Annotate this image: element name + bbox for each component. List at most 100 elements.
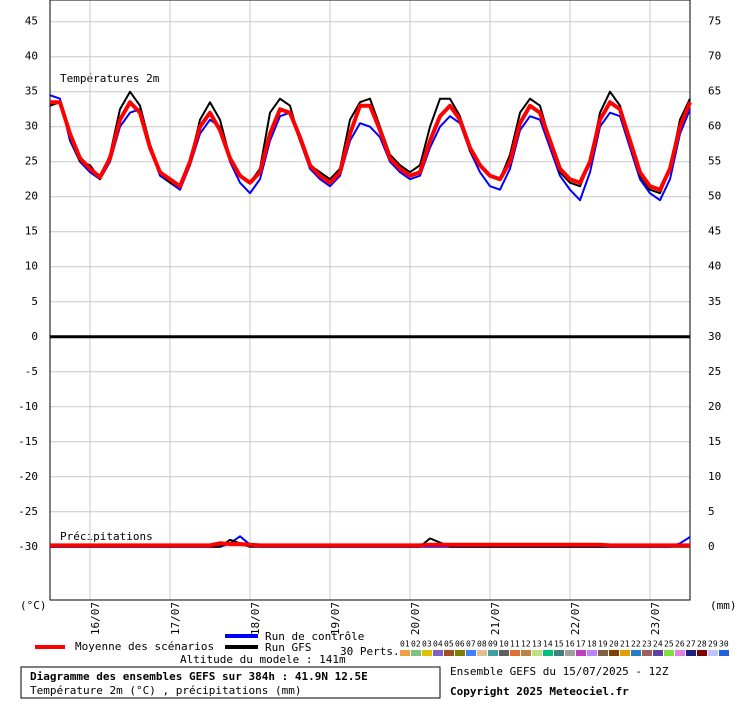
perturbation-swatch — [455, 650, 465, 656]
perturbation-swatch — [609, 650, 619, 656]
title-box — [20, 666, 441, 699]
y-tick-label: 10 — [25, 260, 38, 273]
perturbation-label: 02 — [411, 640, 421, 649]
x-tick-label: 18/07 — [249, 602, 262, 635]
perturbation-swatch — [488, 650, 498, 656]
y2-tick-label: 20 — [708, 400, 721, 413]
perturbation-label: 12 — [521, 640, 531, 649]
perturbation-label: 15 — [554, 640, 564, 649]
perturbation-swatch — [565, 650, 575, 656]
y2-tick-label: 50 — [708, 190, 721, 203]
y2-tick-label: 45 — [708, 225, 721, 238]
y2-tick-label: 55 — [708, 155, 721, 168]
perturbation-swatch — [697, 650, 707, 656]
perturbation-swatch — [620, 650, 630, 656]
y2-unit: (mm) — [710, 599, 737, 612]
plot-frame — [49, 0, 691, 601]
perturbation-swatch — [477, 650, 487, 656]
run-info: Ensemble GEFS du 15/07/2025 - 12Z — [450, 665, 669, 678]
y2-tick-label: 0 — [708, 540, 715, 553]
perturbation-swatch — [598, 650, 608, 656]
perturbation-label: 04 — [433, 640, 443, 649]
temperature-line — [50, 100, 692, 192]
legend-label: Run GFS — [265, 641, 311, 654]
perturbation-swatch — [642, 650, 652, 656]
y-tick-label: 35 — [25, 85, 38, 98]
legend-label: Run de contrôle — [265, 630, 364, 643]
y-tick-label: -15 — [18, 435, 38, 448]
perturbation-swatch — [686, 650, 696, 656]
y2-tick-label: 35 — [708, 295, 721, 308]
perturbation-label: 26 — [675, 640, 685, 649]
perturbation-swatch — [411, 650, 421, 656]
perturbation-label: 23 — [642, 640, 652, 649]
x-tick-label: 21/07 — [489, 602, 502, 635]
perturbation-label: 05 — [444, 640, 454, 649]
y-tick-label: -5 — [25, 365, 38, 378]
y2-tick-label: 5 — [708, 505, 715, 518]
perturbation-label: 13 — [532, 640, 542, 649]
perturbation-swatch — [499, 650, 509, 656]
y2-tick-label: 10 — [708, 470, 721, 483]
perturbation-swatch — [664, 650, 674, 656]
perturbation-swatch — [433, 650, 443, 656]
perturbation-label: 24 — [653, 640, 663, 649]
panel-label: Températures 2m — [60, 72, 160, 85]
y2-tick-label: 30 — [708, 330, 721, 343]
x-tick-label: 19/07 — [329, 602, 342, 635]
x-tick-label: 20/07 — [409, 602, 422, 635]
perturbation-label: 16 — [565, 640, 575, 649]
perturbation-swatch — [543, 650, 553, 656]
y2-tick-label: 75 — [708, 15, 721, 28]
perturbation-swatch — [422, 650, 432, 656]
y-tick-label: -10 — [18, 400, 38, 413]
y2-tick-label: 65 — [708, 85, 721, 98]
perturbation-label: 19 — [598, 640, 608, 649]
perturbation-label: 21 — [620, 640, 630, 649]
perturbation-label: 11 — [510, 640, 520, 649]
perturbation-label: 30 — [719, 640, 729, 649]
perturbation-label: 09 — [488, 640, 498, 649]
perturbation-swatch — [510, 650, 520, 656]
perturbation-swatch — [400, 650, 410, 656]
y2-tick-label: 25 — [708, 365, 721, 378]
perturbation-swatch — [554, 650, 564, 656]
x-tick-label: 23/07 — [649, 602, 662, 635]
y-tick-label: 45 — [25, 15, 38, 28]
perturbation-swatch — [444, 650, 454, 656]
perturbation-swatch — [521, 650, 531, 656]
perturbation-swatch — [532, 650, 542, 656]
precip-line — [50, 541, 690, 548]
y-tick-label: 30 — [25, 120, 38, 133]
perturbation-label: 14 — [543, 640, 553, 649]
perturbation-label: 20 — [609, 640, 619, 649]
chart-subtitle: Température 2m (°C) , précipitations (mm… — [30, 684, 302, 697]
plot-border — [49, 0, 691, 601]
perturbation-swatch — [466, 650, 476, 656]
perturbation-swatch — [708, 650, 718, 656]
perturbation-swatch — [587, 650, 597, 656]
x-tick-label: 16/07 — [89, 602, 102, 635]
chart-title: Diagramme des ensembles GEFS sur 384h : … — [30, 670, 368, 683]
y2-tick-label: 70 — [708, 50, 721, 63]
x-tick-label: 17/07 — [169, 602, 182, 635]
y2-tick-label: 40 — [708, 260, 721, 273]
perturbation-label: 10 — [499, 640, 509, 649]
perturbation-label: 29 — [708, 640, 718, 649]
legend-label: 30 Perts. — [340, 645, 400, 658]
y-tick-label: 25 — [25, 155, 38, 168]
perturbation-label: 18 — [587, 640, 597, 649]
perturbation-label: 25 — [664, 640, 674, 649]
perturbation-swatch — [631, 650, 641, 656]
y-unit: (°C) — [20, 599, 47, 612]
x-tick-label: 22/07 — [569, 602, 582, 635]
y-tick-label: 5 — [31, 295, 38, 308]
perturbation-label: 06 — [455, 640, 465, 649]
legend-label: Moyenne des scénarios — [75, 640, 214, 653]
y-tick-label: -25 — [18, 505, 38, 518]
perturbation-label: 03 — [422, 640, 432, 649]
panel-label: Précipitations — [60, 530, 153, 543]
perturbation-label: 08 — [477, 640, 487, 649]
perturbation-label: 01 — [400, 640, 410, 649]
